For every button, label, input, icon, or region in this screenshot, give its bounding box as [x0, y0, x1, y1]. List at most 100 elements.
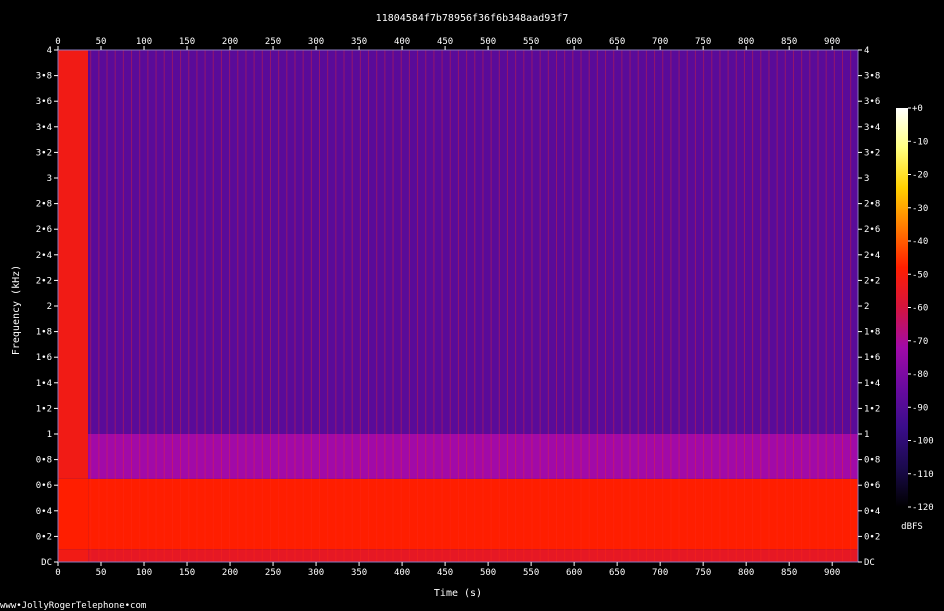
x-tick-label-top: 100 — [136, 37, 152, 47]
x-tick-label-top: 400 — [394, 37, 410, 47]
y-tick-label-right: 1 — [864, 430, 869, 440]
x-tick-label-bottom: 650 — [609, 568, 625, 578]
x-tick-label-top: 600 — [566, 37, 582, 47]
y-tick-label-left: 3•2 — [36, 148, 52, 158]
x-axis-bottom: 0 50 100 150 200 250 300 350 400 450 500 550 600 650 7… — [55, 562, 840, 578]
y-tick-label-right: 1•2 — [864, 404, 880, 414]
y-tick-label-right: 3•2 — [864, 148, 880, 158]
y-axis-label: Frequency (kHz) — [11, 265, 22, 355]
colorbar-tick-label: -60 — [912, 304, 928, 314]
x-tick-label-top: 150 — [179, 37, 195, 47]
x-tick-label-bottom: 400 — [394, 568, 410, 578]
y-tick-label-right: 4 — [864, 46, 869, 56]
heatmap-cell — [88, 478, 858, 550]
x-tick-label-bottom: 300 — [308, 568, 324, 578]
y-tick-label-left: 3•8 — [36, 72, 52, 82]
colorbar-tick-label: +0 — [912, 104, 923, 114]
x-tick-label-top: 750 — [695, 37, 711, 47]
y-tick-label-left: 0•6 — [36, 481, 52, 491]
y-tick-label-right: 0•4 — [864, 507, 880, 517]
y-tick-label-left: 3 — [47, 174, 52, 184]
spectrogram-plot-area — [57, 49, 859, 563]
y-tick-label-left: 0•4 — [36, 507, 52, 517]
colorbar-label: dBFS — [901, 522, 923, 532]
x-tick-label-bottom: 350 — [351, 568, 367, 578]
x-tick-label-top: 500 — [480, 37, 496, 47]
y-tick-label-left: 2•2 — [36, 276, 52, 286]
y-tick-label-left: 3•6 — [36, 97, 52, 107]
y-tick-label-left: 1•8 — [36, 328, 52, 338]
x-tick-label-top: 300 — [308, 37, 324, 47]
heatmap-cell — [88, 50, 858, 434]
x-tick-label-bottom: 450 — [437, 568, 453, 578]
y-tick-label-left: 1•6 — [36, 353, 52, 363]
heatmap-cell — [58, 478, 89, 550]
colorbar-gradient — [896, 108, 908, 507]
y-tick-label-left: 2•8 — [36, 200, 52, 210]
y-tick-label-left: 2•6 — [36, 225, 52, 235]
x-tick-label-bottom: 100 — [136, 568, 152, 578]
y-tick-label-right: 0•8 — [864, 456, 880, 466]
x-tick-label-top: 50 — [96, 37, 107, 47]
y-tick-label-left: DC — [41, 558, 52, 568]
colorbar-tick-label: -50 — [912, 270, 928, 280]
x-tick-label-bottom: 600 — [566, 568, 582, 578]
y-axis-left: DC 0•2 0•4 0•6 0•8 1 1•2 1•4 1•6 1•8 2 2•2 2•4 2•6 2•8… — [36, 46, 58, 568]
y-tick-label-right: 1•4 — [864, 379, 880, 389]
y-tick-label-left: 2 — [47, 302, 52, 312]
y-tick-label-left: 1 — [47, 430, 52, 440]
x-tick-label-bottom: 200 — [222, 568, 238, 578]
x-axis-top: 0 50 100 150 200 250 300 350 400 450 500 550 600 650 7… — [55, 37, 840, 50]
y-tick-label-left: 0•8 — [36, 456, 52, 466]
colorbar-tick-label: -120 — [912, 503, 934, 513]
y-tick-label-right: 3 — [864, 174, 869, 184]
y-tick-label-right: 2•4 — [864, 251, 880, 261]
y-tick-label-right: 0•2 — [864, 532, 880, 542]
y-tick-label-right: 3•8 — [864, 72, 880, 82]
spectral-streaks — [90, 50, 852, 562]
heatmap-cell — [58, 549, 89, 562]
y-tick-label-right: 2•8 — [864, 200, 880, 210]
y-tick-label-right: DC — [864, 558, 875, 568]
y-tick-label-right: 0•6 — [864, 481, 880, 491]
x-tick-label-top: 650 — [609, 37, 625, 47]
x-tick-label-top: 800 — [738, 37, 754, 47]
y-tick-label-right: 1•8 — [864, 328, 880, 338]
x-tick-label-top: 250 — [265, 37, 281, 47]
x-tick-label-top: 700 — [652, 37, 668, 47]
colorbar-tick-label: -110 — [912, 470, 934, 480]
y-tick-label-right: 3•4 — [864, 123, 880, 133]
x-tick-label-bottom: 500 — [480, 568, 496, 578]
x-tick-label-bottom: 150 — [179, 568, 195, 578]
y-tick-label-right: 3•6 — [864, 97, 880, 107]
x-tick-label-bottom: 0 — [55, 568, 60, 578]
y-tick-label-right: 2•6 — [864, 225, 880, 235]
chart-title: 11804584f7b78956f36f6b348aad93f7 — [376, 13, 569, 24]
x-tick-label-top: 200 — [222, 37, 238, 47]
x-tick-label-bottom: 700 — [652, 568, 668, 578]
colorbar-tick-label: -10 — [912, 137, 928, 147]
colorbar-tick-label: -100 — [912, 437, 934, 447]
colorbar-tick-label: -90 — [912, 403, 928, 413]
watermark: www•JollyRogerTelephone•com — [0, 601, 146, 611]
colorbar-tick-label: -20 — [912, 171, 928, 181]
x-tick-label-bottom: 550 — [523, 568, 539, 578]
x-tick-label-bottom: 250 — [265, 568, 281, 578]
heatmap-cell — [88, 434, 858, 479]
x-tick-label-top: 350 — [351, 37, 367, 47]
y-tick-label-right: 2•2 — [864, 276, 880, 286]
x-tick-label-bottom: 750 — [695, 568, 711, 578]
colorbar-tick-label: -70 — [912, 337, 928, 347]
colorbar-tick-label: -80 — [912, 370, 928, 380]
heatmap-cell — [58, 434, 89, 479]
heatmap-cell — [58, 50, 89, 434]
x-tick-label-top: 850 — [781, 37, 797, 47]
colorbar: +0 -10 -20 -30 -40 -50 -60 -70 -80 -90 -100 -110 -12… — [896, 104, 934, 513]
y-tick-label-left: 0•2 — [36, 532, 52, 542]
x-tick-label-top: 450 — [437, 37, 453, 47]
x-tick-label-bottom: 900 — [824, 568, 840, 578]
y-axis-right: DC 0•2 0•4 0•6 0•8 1 1•2 1•4 1•6 1•8 2 2•2 2•4 2•6 2•8… — [858, 46, 880, 568]
y-tick-label-left: 1•2 — [36, 404, 52, 414]
colorbar-tick-label: -40 — [912, 237, 928, 247]
